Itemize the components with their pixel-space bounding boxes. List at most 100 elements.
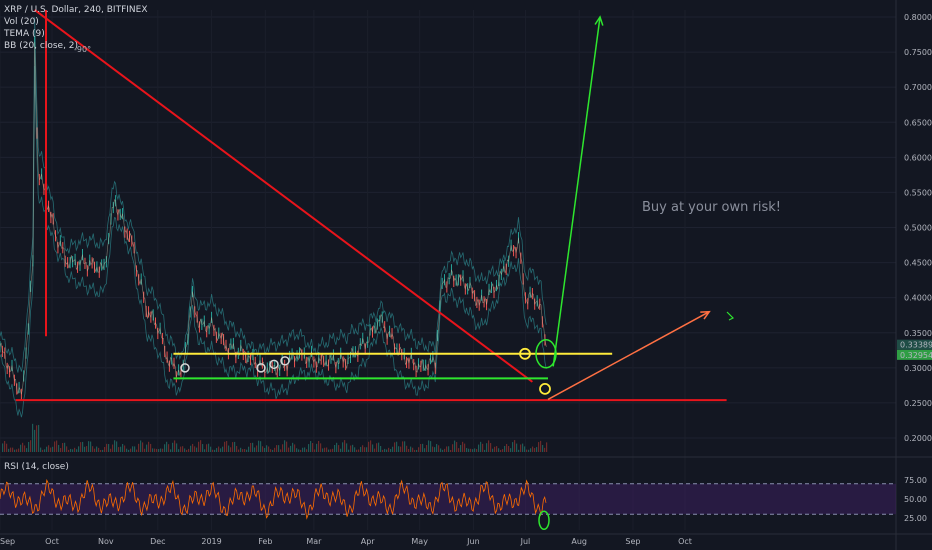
volume-bar [420, 444, 422, 452]
volume-bar [178, 449, 180, 452]
volume-bar [338, 445, 340, 452]
rsi-highlight [538, 510, 550, 531]
volume-bar [254, 447, 256, 452]
volume-bar [392, 446, 394, 452]
volume-bar [528, 449, 530, 452]
downtrend-line [34, 9, 533, 383]
volume-bar [434, 447, 436, 452]
volume-bar [42, 449, 44, 452]
volume-bar [304, 447, 306, 452]
volume-bar [388, 447, 390, 452]
volume-bar [474, 448, 476, 452]
symbol-title[interactable]: XRP / U.S. Dollar, 240, BITFINEX [4, 5, 148, 15]
volume-bar [330, 449, 332, 452]
volume-bar [486, 443, 488, 452]
volume-bar [22, 442, 24, 452]
x-tick-label: Apr [361, 537, 376, 546]
volume-bar [220, 448, 222, 452]
volume-bar [146, 444, 148, 452]
volume-bar [78, 446, 80, 452]
volume-bar [436, 444, 438, 452]
rsi-panel: 75.00 50.00 25.00 [0, 476, 927, 531]
price-series [0, 17, 547, 418]
volume-bar [256, 445, 258, 452]
bb-indicator[interactable]: BB (20, close, 2) [4, 41, 79, 51]
volume-bar [312, 443, 314, 452]
volume-bar [232, 442, 234, 452]
volume-bar [168, 444, 170, 452]
rsi-tick-label: 75.00 [904, 476, 927, 485]
volume-bar [104, 446, 106, 452]
volume-bar [432, 446, 434, 452]
volume-bar [124, 445, 126, 452]
volume-bar [332, 448, 334, 452]
volume-bar [488, 440, 490, 452]
volume-bar [58, 444, 60, 452]
volume-bar [72, 449, 74, 452]
volume-bar [288, 447, 290, 452]
touch-marker [269, 359, 279, 370]
volume-bar [362, 445, 364, 452]
volume-bar [450, 449, 452, 452]
volume-bar [14, 449, 16, 452]
volume-bar [264, 447, 266, 452]
x-tick-label: Nov [98, 537, 114, 546]
volume-bar [106, 443, 108, 452]
volume-bar [404, 441, 406, 452]
volume-bar [138, 443, 140, 452]
tema-indicator[interactable]: TEMA (9) [4, 29, 45, 39]
volume-bar [538, 442, 540, 452]
volume-bar [76, 449, 78, 452]
volume-bar [120, 446, 122, 452]
volume-bar [380, 445, 382, 452]
volume-bar [212, 449, 214, 452]
highlight-ellipse [535, 339, 557, 369]
volume-bar [188, 448, 190, 452]
volume-bar [520, 444, 522, 452]
volume-bar [378, 442, 380, 452]
volume-bar [40, 447, 42, 452]
volume-bar [542, 445, 544, 452]
annotation-text[interactable]: Buy at your own risk! [642, 200, 781, 215]
volume-bar [328, 449, 330, 452]
rsi-tick-label: 50.00 [904, 495, 927, 504]
volume-bar [248, 446, 250, 452]
x-tick-label: Jun [466, 537, 480, 546]
bb-lower [0, 65, 547, 418]
volume-bar [532, 446, 534, 452]
volume-bar [472, 449, 474, 452]
volume-bar [344, 440, 346, 452]
volume-bar [280, 449, 282, 452]
volume-bar [190, 445, 192, 452]
volume-bar [164, 444, 166, 452]
volume-bar [158, 449, 160, 452]
price-label-box [897, 349, 932, 360]
volume-bar [504, 445, 506, 452]
volume-bar [230, 447, 232, 452]
volume-bar [222, 446, 224, 452]
volume-bar [150, 443, 152, 452]
volume-bar [416, 449, 418, 452]
rsi-indicator[interactable]: RSI (14, close) [4, 462, 69, 472]
x-tick-label: Mar [306, 537, 322, 546]
volume-bar [200, 440, 202, 452]
volume-bar [278, 445, 280, 452]
volume-bar [30, 440, 32, 452]
volume-bar [326, 447, 328, 452]
volume-bar [442, 449, 444, 452]
volume-bar [194, 446, 196, 452]
volume-bar [108, 444, 110, 452]
volume-bar [154, 448, 156, 452]
volume-bar [68, 449, 70, 452]
volume-bar [236, 445, 238, 452]
vol-indicator[interactable]: Vol (20) [4, 17, 39, 27]
volume-bar [340, 448, 342, 452]
volume-bar [530, 448, 532, 452]
volume-bar [60, 448, 62, 452]
volume-bar [292, 442, 294, 452]
volume-bar [6, 443, 8, 452]
volume-bar [422, 443, 424, 452]
